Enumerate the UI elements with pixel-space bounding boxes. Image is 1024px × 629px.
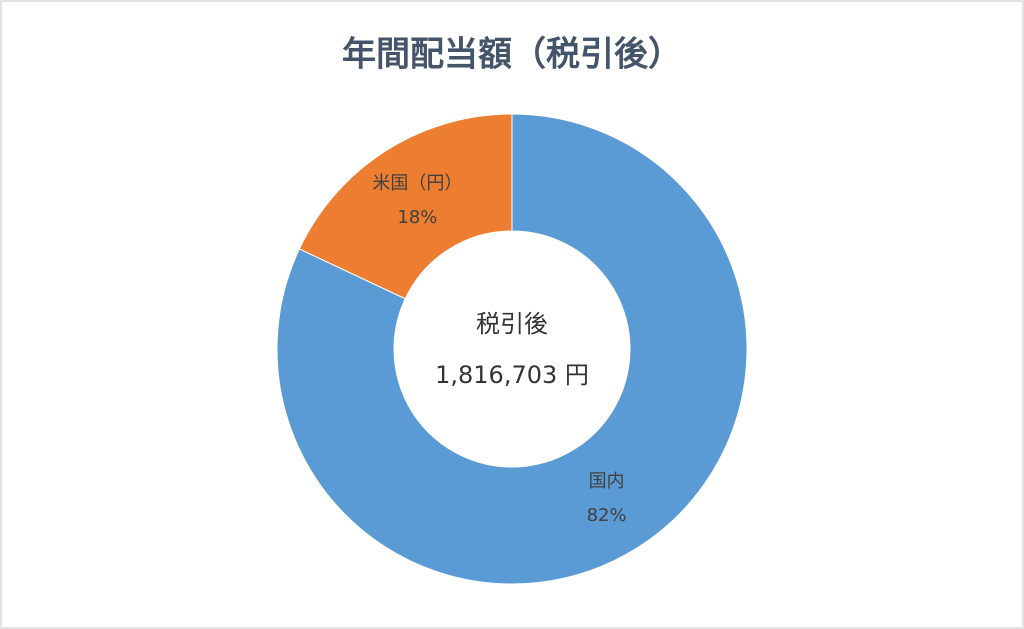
slice-category-label: 米国（円） (372, 173, 462, 194)
chart-title: 年間配当額（税引後） (342, 35, 682, 75)
donut-slice (298, 113, 513, 300)
center-label: 税引後 (476, 310, 548, 338)
slice-value-label: 18% (397, 207, 437, 228)
center-total: 1,816,703 円 (435, 361, 589, 389)
slice-value-label: 82% (587, 505, 627, 526)
slice-category-label: 国内 (589, 471, 625, 492)
donut-slice (276, 113, 748, 585)
